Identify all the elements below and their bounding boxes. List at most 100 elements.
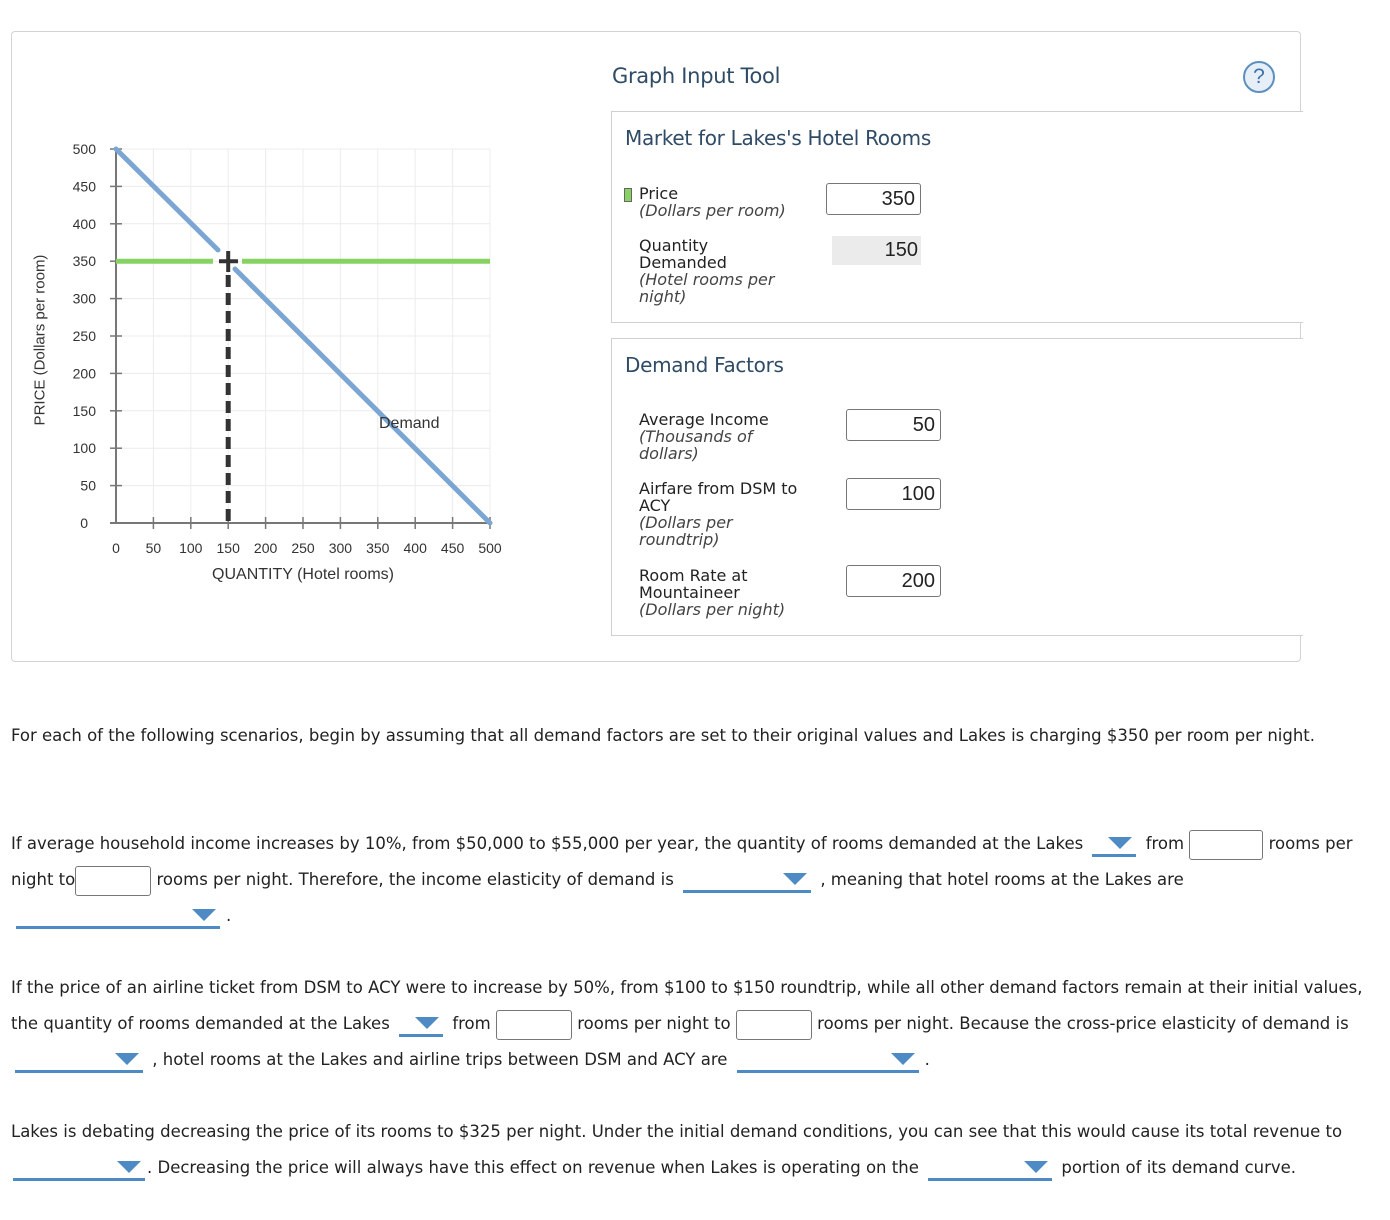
q3-demand-portion-dropdown[interactable] <box>928 1156 1053 1181</box>
svg-text:450: 450 <box>441 540 465 556</box>
demand-chart[interactable]: 500 450 400 350 300 250 200 150 100 50 0… <box>30 130 510 590</box>
svg-text:0: 0 <box>80 515 88 531</box>
quantity-demanded-value: 150 <box>832 236 921 265</box>
quantity-label-line1: Quantity <box>639 236 709 255</box>
q1-text-6: . <box>226 906 232 925</box>
price-input[interactable]: 350 <box>826 183 921 215</box>
q3-text-2: . Decreasing the price will always have … <box>147 1158 919 1177</box>
graph-tool-title: Graph Input Tool <box>612 64 781 88</box>
q1-text-4: rooms per night. Therefore, the income e… <box>156 870 674 889</box>
q3-revenue-dropdown[interactable] <box>13 1156 145 1181</box>
quantity-unit-line1: (Hotel rooms per <box>639 270 775 289</box>
demand-curve-label: Demand <box>379 415 439 432</box>
q2-text-1: If the price of an airline ticket from D… <box>11 978 1363 1033</box>
price-legend-swatch <box>624 188 632 202</box>
price-label: Price <box>639 184 679 203</box>
svg-text:450: 450 <box>73 178 97 194</box>
chevron-down-icon <box>783 873 808 885</box>
q1-from-input[interactable] <box>1189 829 1264 860</box>
airfare-label-line1: Airfare from DSM to <box>639 479 798 498</box>
chevron-down-icon <box>890 1053 915 1065</box>
airfare-unit-line2: roundtrip) <box>639 530 720 549</box>
help-icon[interactable]: ? <box>1243 61 1275 93</box>
chevron-down-icon <box>1024 1161 1049 1173</box>
income-unit-line1: (Thousands of <box>639 427 753 446</box>
q2-text-2: from <box>452 1014 491 1033</box>
q2-elasticity-dropdown[interactable] <box>15 1048 143 1073</box>
airfare-input[interactable]: 100 <box>846 478 941 510</box>
demand-curve <box>113 146 221 253</box>
demand-factors-title: Demand Factors <box>625 353 784 377</box>
quantity-label-block: Quantity Demanded (Hotel rooms per night… <box>639 237 774 305</box>
x-axis-label: QUANTITY (Hotel rooms) <box>212 566 394 583</box>
price-unit: (Dollars per room) <box>639 201 786 220</box>
question-revenue: Lakes is debating decreasing the price o… <box>11 1114 1386 1186</box>
intro-text: For each of the following scenarios, beg… <box>11 726 1316 745</box>
q1-text-2: from <box>1145 834 1185 853</box>
svg-text:250: 250 <box>73 328 97 344</box>
room-rate-input[interactable]: 200 <box>846 565 941 597</box>
svg-text:350: 350 <box>366 540 390 556</box>
income-label: Average Income <box>639 410 769 429</box>
room-rate-unit: (Dollars per night) <box>639 600 786 619</box>
q2-text-5: , hotel rooms at the Lakes and airline t… <box>152 1050 728 1069</box>
x-tick-labels: 0 50 100 150 200 250 300 350 400 450 500 <box>112 540 502 556</box>
svg-text:500: 500 <box>478 540 502 556</box>
svg-text:150: 150 <box>73 403 97 419</box>
q2-from-input[interactable] <box>495 1009 572 1040</box>
svg-text:50: 50 <box>146 540 162 556</box>
q2-relationship-dropdown[interactable] <box>736 1048 919 1073</box>
room-rate-label-line2: Mountaineer <box>639 583 740 602</box>
chevron-down-icon <box>117 1161 141 1173</box>
q2-direction-dropdown[interactable] <box>399 1012 444 1037</box>
svg-text:150: 150 <box>217 540 241 556</box>
q2-to-input[interactable] <box>735 1009 812 1040</box>
axis-ticks <box>110 148 491 529</box>
room-rate-label-block: Room Rate at Mountaineer (Dollars per ni… <box>639 567 785 618</box>
quantity-label-line2: Demanded <box>639 253 727 272</box>
demand-curve <box>232 266 493 526</box>
income-input[interactable]: 50 <box>846 409 941 441</box>
room-rate-label-line1: Room Rate at <box>639 566 748 585</box>
y-tick-labels: 500 450 400 350 300 250 200 150 100 50 0 <box>73 141 97 531</box>
price-label-block: Price (Dollars per room) <box>639 185 786 219</box>
q1-elasticity-dropdown[interactable] <box>683 868 812 893</box>
svg-text:400: 400 <box>73 216 97 232</box>
svg-text:100: 100 <box>73 440 97 456</box>
q2-text-4: rooms per night. Because the cross-price… <box>817 1014 1349 1033</box>
svg-text:100: 100 <box>179 540 203 556</box>
market-panel-title: Market for Lakes's Hotel Rooms <box>625 126 931 150</box>
q1-text-1: If average household income increases by… <box>11 834 1084 853</box>
svg-text:300: 300 <box>73 291 97 307</box>
q1-good-type-dropdown[interactable] <box>16 904 220 929</box>
q1-to-input[interactable] <box>75 865 152 896</box>
demand-factors-panel: Demand Factors Average Income (Thousands… <box>611 338 1303 636</box>
airfare-label-block: Airfare from DSM to ACY (Dollars per rou… <box>639 480 797 548</box>
chevron-down-icon <box>1108 837 1133 849</box>
svg-text:300: 300 <box>329 540 353 556</box>
quantity-unit-line2: night) <box>639 287 687 306</box>
svg-text:50: 50 <box>80 478 96 494</box>
svg-text:500: 500 <box>73 141 97 157</box>
market-panel: Market for Lakes's Hotel Rooms Price (Do… <box>611 111 1303 323</box>
equilibrium-marker[interactable] <box>219 251 238 272</box>
svg-text:200: 200 <box>254 540 278 556</box>
grid-lines <box>116 148 491 523</box>
svg-text:350: 350 <box>73 253 97 269</box>
q1-direction-dropdown[interactable] <box>1092 832 1137 857</box>
q2-text-3: rooms per night to <box>577 1014 731 1033</box>
q1-text-5: , meaning that hotel rooms at the Lakes … <box>820 870 1184 889</box>
q2-text-6: . <box>924 1050 930 1069</box>
q1-text-3: rooms per night to <box>11 834 1353 889</box>
chevron-down-icon <box>192 909 216 921</box>
question-cross-price: If the price of an airline ticket from D… <box>11 970 1386 1078</box>
airfare-label-line2: ACY <box>639 496 671 515</box>
question-income: If average household income increases by… <box>11 826 1386 934</box>
svg-text:250: 250 <box>291 540 315 556</box>
svg-text:200: 200 <box>73 365 97 381</box>
q3-text-3: portion of its demand curve. <box>1061 1158 1297 1177</box>
income-unit-line2: dollars) <box>639 444 699 463</box>
income-label-block: Average Income (Thousands of dollars) <box>639 411 769 462</box>
airfare-unit-line1: (Dollars per <box>639 513 733 532</box>
svg-text:0: 0 <box>112 540 120 556</box>
